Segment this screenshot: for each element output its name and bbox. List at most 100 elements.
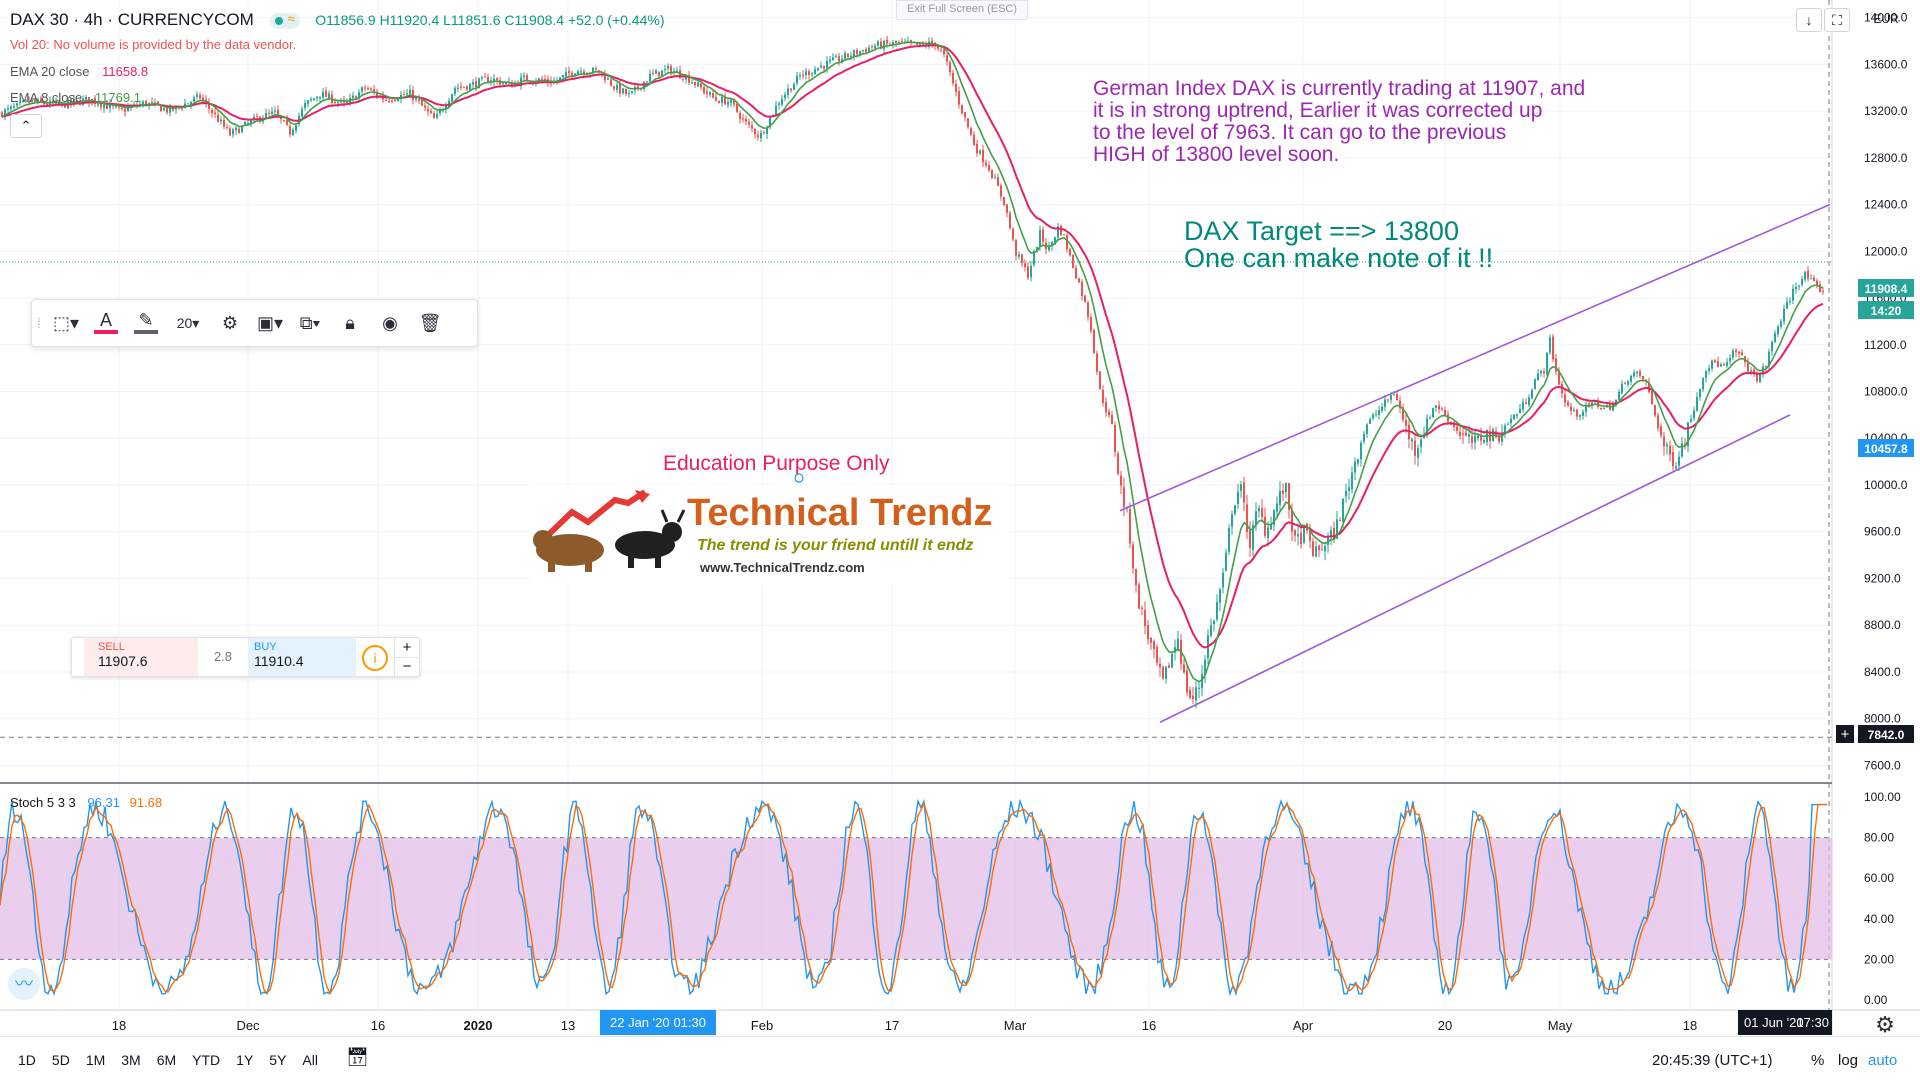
percent-toggle[interactable]: % xyxy=(1811,1052,1825,1069)
target-text[interactable]: DAX Target ==> 13800 One can make note o… xyxy=(1184,216,1493,273)
candle-body xyxy=(1051,242,1053,247)
candle-body xyxy=(1792,288,1794,301)
clock[interactable]: 20:45:39 (UTC+1) xyxy=(1652,1052,1773,1069)
candle-body xyxy=(1318,545,1320,551)
candle-body xyxy=(1030,265,1032,278)
info-icon[interactable]: i xyxy=(362,645,388,671)
candle-body xyxy=(868,47,870,52)
collapse-legend-button[interactable]: ⌃ xyxy=(10,114,42,138)
interval[interactable]: 4h xyxy=(83,10,103,29)
candle-body xyxy=(199,94,201,99)
candle-body xyxy=(373,89,375,92)
candle-body xyxy=(1813,277,1815,282)
candle-body xyxy=(1330,529,1332,538)
line-width-select[interactable]: 20 ▾ xyxy=(176,314,200,332)
range-tab-5d[interactable]: 5D xyxy=(51,1052,70,1068)
candle-body xyxy=(796,75,798,84)
time-tick-label: Apr xyxy=(1293,1018,1314,1033)
channel-style-button[interactable]: ⬚▾ xyxy=(52,312,80,333)
drag-handle-icon[interactable]: ⁞ xyxy=(37,315,41,331)
price-tick-label: 12000.0 xyxy=(1864,244,1908,258)
range-tab-1y[interactable]: 1Y xyxy=(236,1052,254,1068)
candle-body xyxy=(907,40,909,42)
candle-body xyxy=(778,103,780,105)
range-tab-6m[interactable]: 6M xyxy=(156,1052,177,1068)
range-tab-5y[interactable]: 5Y xyxy=(269,1052,287,1068)
goto-date-icon[interactable]: 📅︎ xyxy=(346,1047,369,1067)
range-tab-3m[interactable]: 3M xyxy=(121,1052,141,1068)
price-axis[interactable]: 7600.0 8000.0 8400.0 8800.0 9200.0 9600.0 1000… xyxy=(1864,11,1908,773)
text-color-button[interactable]: A xyxy=(86,300,126,346)
candle-body xyxy=(1420,439,1422,448)
candle-body xyxy=(1183,664,1185,673)
anchor-point-icon[interactable] xyxy=(794,473,804,483)
candle-body xyxy=(28,100,30,103)
candle-body xyxy=(1468,434,1470,437)
candle-body xyxy=(454,88,456,94)
candle-body xyxy=(1543,371,1545,374)
ema20-legend[interactable]: EMA 20 close 11658.8 xyxy=(10,64,148,79)
stoch-tick-label: 40.00 xyxy=(1864,912,1894,926)
candle-body xyxy=(1501,433,1503,442)
fullscreen-button[interactable]: ⛶ xyxy=(1824,8,1850,32)
candle-body xyxy=(1363,433,1365,442)
stoch-tick-label: 20.00 xyxy=(1864,952,1894,966)
settings-gear-icon[interactable]: ⚙ xyxy=(221,312,239,333)
gear-icon[interactable]: ⚙ xyxy=(1875,1012,1895,1037)
stoch-axis[interactable]: 0.00 20.00 40.00 60.00 80.00 100.00 xyxy=(1864,790,1901,1007)
clone-icon[interactable]: ⧉▾ xyxy=(299,312,321,333)
range-tab-1m[interactable]: 1M xyxy=(85,1052,106,1068)
auto-toggle[interactable]: auto xyxy=(1868,1052,1898,1069)
tradingview-logo-icon[interactable]: 〰 xyxy=(8,968,40,1000)
candle-body xyxy=(124,108,126,112)
lock-icon[interactable]: 🔒︎ xyxy=(345,312,355,333)
range-tab-all[interactable]: All xyxy=(302,1052,318,1068)
candle-body xyxy=(1417,448,1419,458)
log-toggle[interactable]: log xyxy=(1838,1052,1859,1069)
candle-body xyxy=(463,86,465,88)
candle-body xyxy=(1414,440,1416,456)
quantity-increase-button[interactable]: + xyxy=(394,638,419,657)
eye-icon[interactable]: ◉ xyxy=(382,312,398,333)
candle-body xyxy=(1000,185,1002,197)
candle-body xyxy=(571,72,573,76)
line-color-button[interactable]: ✎ xyxy=(126,300,166,346)
symbol-header[interactable]: DAX 30 · 4h · CURRENCYCOM ≈ O11856.9 H11… xyxy=(10,10,665,29)
currency-label[interactable]: EUR xyxy=(1873,12,1899,26)
channel-lower-line[interactable] xyxy=(1159,414,1791,723)
candle-body xyxy=(1411,439,1413,442)
candle-body xyxy=(1648,382,1650,392)
candle-body xyxy=(1309,530,1311,541)
range-tab-ytd[interactable]: YTD xyxy=(192,1052,221,1068)
candle-body xyxy=(682,78,684,80)
candle-body xyxy=(1240,484,1242,491)
buy-button[interactable]: BUY 11910.4 xyxy=(248,638,356,676)
candle-body xyxy=(1156,646,1158,663)
sell-button[interactable]: SELL 11907.6 xyxy=(84,638,198,676)
range-tab-1d[interactable]: 1D xyxy=(18,1052,36,1068)
candle-body xyxy=(1507,424,1509,426)
candle-body xyxy=(1222,572,1224,588)
scroll-down-button[interactable]: ↓ xyxy=(1796,8,1822,32)
time-axis[interactable]: 18 Dec 16 2020 13 Feb 17 Mar 16 Apr 20 May 18 xyxy=(112,1018,1697,1033)
education-text[interactable]: Education Purpose Only xyxy=(663,452,890,475)
candle-body xyxy=(352,95,354,98)
channel-upper-line[interactable] xyxy=(1119,203,1831,512)
ema8-legend[interactable]: EMA 8 close 11769.1 xyxy=(10,90,141,105)
exit-fullscreen-button[interactable]: Exit Full Screen (ESC) xyxy=(896,0,1028,20)
commentary-text[interactable]: German Index DAX is currently trading at… xyxy=(1093,77,1585,166)
candle-body xyxy=(1036,247,1038,252)
candle-body xyxy=(1018,254,1020,257)
candle-body xyxy=(1345,490,1347,497)
template-icon[interactable]: ▣▾ xyxy=(256,312,284,333)
trash-icon[interactable]: 🗑︎ xyxy=(418,312,442,333)
stoch-tick-label: 0.00 xyxy=(1864,993,1888,1007)
candle-body xyxy=(610,79,612,86)
quantity-decrease-button[interactable]: − xyxy=(394,657,419,677)
candle-body xyxy=(1777,326,1779,335)
candle-body xyxy=(1198,687,1200,689)
svg-text:it is in strong uptrend, Earli: it is in strong uptrend, Earlier it was … xyxy=(1093,99,1542,122)
stoch-legend[interactable]: Stoch 5 3 3 96.31 91.68 xyxy=(10,795,162,810)
candle-body xyxy=(877,41,879,46)
